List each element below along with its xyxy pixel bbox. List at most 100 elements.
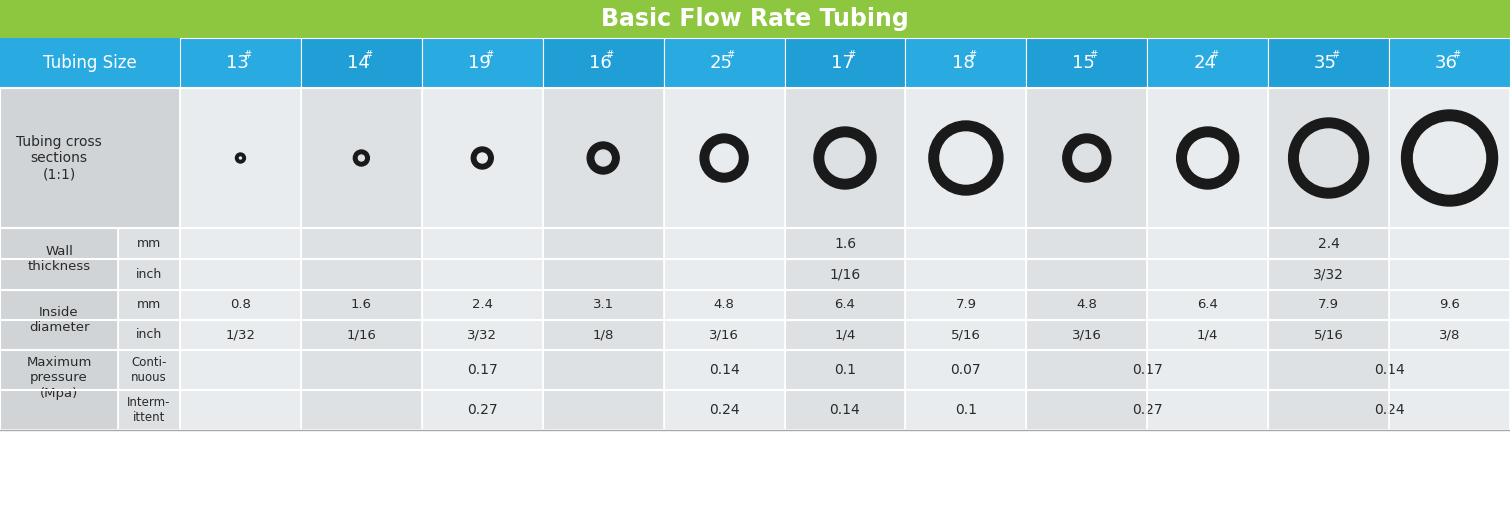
- Circle shape: [1401, 110, 1498, 206]
- Bar: [300, 228, 421, 259]
- Bar: [180, 38, 300, 88]
- Text: 0.1: 0.1: [834, 363, 856, 377]
- Bar: [663, 228, 785, 259]
- Bar: [1268, 38, 1389, 88]
- Text: 3.1: 3.1: [592, 299, 613, 312]
- Text: 0.1: 0.1: [954, 403, 977, 417]
- Bar: [1148, 228, 1268, 259]
- Bar: [1027, 290, 1148, 320]
- Text: #: #: [485, 50, 492, 60]
- Text: 15: 15: [1072, 54, 1095, 72]
- Bar: [0, 228, 118, 290]
- Bar: [542, 350, 663, 390]
- Text: 18: 18: [951, 54, 974, 72]
- Circle shape: [1300, 129, 1357, 187]
- Bar: [1148, 38, 1268, 88]
- Bar: [1389, 228, 1510, 259]
- Bar: [1148, 259, 1268, 290]
- Bar: [180, 88, 300, 228]
- Bar: [1027, 259, 1148, 290]
- Bar: [663, 88, 785, 228]
- Bar: [118, 390, 180, 430]
- Text: Basic Flow Rate Tubing: Basic Flow Rate Tubing: [601, 7, 909, 31]
- Bar: [906, 350, 1027, 390]
- Circle shape: [471, 147, 494, 169]
- Bar: [785, 38, 906, 88]
- Bar: [1268, 390, 1389, 430]
- Bar: [300, 259, 421, 290]
- Bar: [785, 320, 906, 350]
- Text: #: #: [847, 50, 856, 60]
- Text: 7.9: 7.9: [956, 299, 977, 312]
- Circle shape: [814, 127, 876, 189]
- Text: Inside
diameter: Inside diameter: [29, 306, 89, 334]
- Circle shape: [1072, 144, 1101, 172]
- Text: inch: inch: [136, 268, 162, 281]
- Text: 0.14: 0.14: [708, 363, 740, 377]
- Text: 1/16: 1/16: [346, 329, 376, 341]
- Text: 3/16: 3/16: [710, 329, 738, 341]
- Text: 0.07: 0.07: [951, 363, 982, 377]
- Bar: [785, 88, 906, 228]
- Text: 35: 35: [1314, 54, 1338, 72]
- Circle shape: [710, 144, 738, 172]
- Bar: [0, 290, 118, 350]
- Bar: [663, 290, 785, 320]
- Bar: [421, 350, 542, 390]
- Circle shape: [353, 150, 370, 166]
- Bar: [542, 320, 663, 350]
- Text: 0.17: 0.17: [467, 363, 498, 377]
- Bar: [542, 390, 663, 430]
- Bar: [1148, 350, 1268, 390]
- Bar: [785, 259, 906, 290]
- Bar: [1389, 38, 1510, 88]
- Bar: [300, 38, 421, 88]
- Text: 1/4: 1/4: [1197, 329, 1219, 341]
- Bar: [0, 88, 180, 228]
- Bar: [180, 320, 300, 350]
- Bar: [1027, 390, 1148, 430]
- Text: Conti-
nuous: Conti- nuous: [131, 356, 168, 384]
- Bar: [0, 0, 1510, 38]
- Text: #: #: [243, 50, 251, 60]
- Bar: [300, 320, 421, 350]
- Text: 0.24: 0.24: [708, 403, 740, 417]
- Text: Maximum
pressure
(Mpa): Maximum pressure (Mpa): [26, 356, 92, 400]
- Bar: [542, 38, 663, 88]
- Bar: [180, 259, 300, 290]
- Text: 36: 36: [1434, 54, 1459, 72]
- Bar: [906, 390, 1027, 430]
- Text: inch: inch: [136, 329, 162, 341]
- Bar: [542, 290, 663, 320]
- Bar: [0, 38, 180, 88]
- Bar: [0, 350, 118, 430]
- Bar: [906, 259, 1027, 290]
- Bar: [300, 88, 421, 228]
- Text: 9.6: 9.6: [1439, 299, 1460, 312]
- Text: 17: 17: [831, 54, 853, 72]
- Bar: [785, 228, 906, 259]
- Circle shape: [824, 138, 865, 178]
- Bar: [542, 88, 663, 228]
- Text: 1/16: 1/16: [829, 267, 861, 282]
- Text: #: #: [1210, 50, 1219, 60]
- Bar: [300, 350, 421, 390]
- Bar: [421, 228, 542, 259]
- Bar: [421, 320, 542, 350]
- Text: Tubing cross
sections
(1:1): Tubing cross sections (1:1): [17, 135, 101, 181]
- Circle shape: [701, 134, 747, 182]
- Text: #: #: [364, 50, 371, 60]
- Bar: [421, 290, 542, 320]
- Text: 0.8: 0.8: [230, 299, 251, 312]
- Bar: [1389, 259, 1510, 290]
- Bar: [180, 350, 300, 390]
- Bar: [0, 88, 1510, 228]
- Text: 4.8: 4.8: [714, 299, 734, 312]
- Bar: [118, 228, 180, 259]
- Bar: [1027, 350, 1148, 390]
- Bar: [1027, 38, 1148, 88]
- Circle shape: [587, 142, 619, 174]
- Bar: [1268, 259, 1389, 290]
- Bar: [1389, 390, 1510, 430]
- Text: 25: 25: [710, 54, 732, 72]
